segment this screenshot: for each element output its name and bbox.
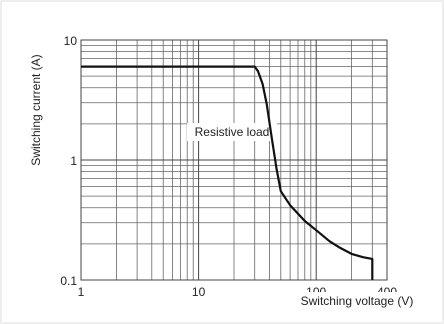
y-tick-label: 0.1 [60,274,77,288]
x-tick-label: 1 [78,285,85,299]
x-axis-label: Switching voltage (V) [301,294,414,308]
plot-border [80,39,388,281]
x-tick-label: 10 [192,285,206,299]
annotation-resistive-load: Resistive load [195,125,270,139]
series-line [81,65,374,280]
y-tick-label: 10 [64,34,78,48]
y-tick-labels: 0.1 1 10 [60,34,77,288]
y-axis-label: Switching current (A) [29,54,43,165]
annotation-background [187,123,277,141]
y-tick-label: 1 [70,154,77,168]
x-axis-label-background [290,292,424,310]
